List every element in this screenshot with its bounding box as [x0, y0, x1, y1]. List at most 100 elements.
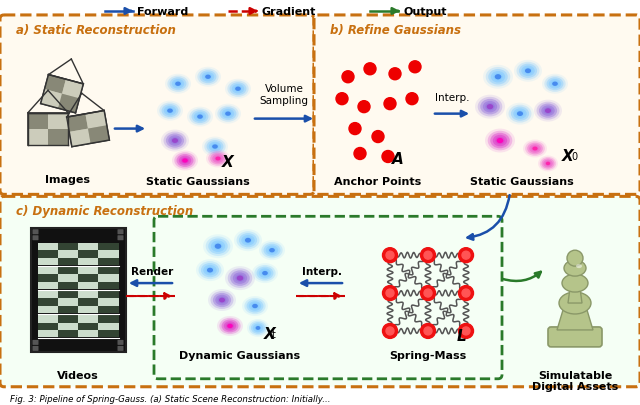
Ellipse shape: [202, 73, 214, 82]
Ellipse shape: [540, 158, 556, 171]
FancyBboxPatch shape: [38, 258, 58, 265]
Ellipse shape: [220, 108, 236, 121]
Ellipse shape: [529, 145, 541, 153]
Ellipse shape: [545, 162, 551, 166]
Ellipse shape: [205, 75, 211, 80]
Polygon shape: [88, 126, 109, 144]
FancyBboxPatch shape: [38, 250, 58, 258]
Ellipse shape: [236, 275, 245, 282]
Circle shape: [382, 151, 394, 163]
Ellipse shape: [538, 156, 558, 172]
Ellipse shape: [237, 276, 243, 281]
FancyBboxPatch shape: [38, 243, 58, 250]
Ellipse shape: [486, 68, 510, 87]
FancyBboxPatch shape: [31, 228, 125, 352]
Ellipse shape: [198, 262, 221, 279]
Circle shape: [424, 252, 432, 260]
Ellipse shape: [495, 75, 501, 80]
FancyBboxPatch shape: [38, 315, 118, 338]
Text: Static Gaussians: Static Gaussians: [470, 177, 574, 187]
Ellipse shape: [210, 153, 226, 165]
Circle shape: [420, 286, 435, 301]
Text: X: X: [562, 149, 574, 164]
FancyBboxPatch shape: [118, 236, 124, 241]
Text: c) Dynamic Reconstruction: c) Dynamic Reconstruction: [16, 205, 193, 218]
Ellipse shape: [191, 111, 209, 124]
Ellipse shape: [177, 155, 193, 168]
Ellipse shape: [259, 241, 285, 260]
Ellipse shape: [228, 269, 252, 288]
Ellipse shape: [161, 130, 189, 152]
Ellipse shape: [214, 244, 221, 249]
Ellipse shape: [205, 237, 230, 256]
Ellipse shape: [230, 83, 246, 96]
Text: Fig. 3: Pipeline of Spring-Gauss. (a) Static Scene Reconstruction: Initially...: Fig. 3: Pipeline of Spring-Gauss. (a) St…: [10, 394, 330, 403]
Ellipse shape: [546, 162, 550, 166]
FancyBboxPatch shape: [38, 323, 58, 330]
Ellipse shape: [206, 150, 230, 168]
Ellipse shape: [196, 260, 224, 281]
Ellipse shape: [249, 321, 267, 335]
Ellipse shape: [179, 156, 191, 166]
Text: Videos: Videos: [57, 370, 99, 380]
FancyBboxPatch shape: [33, 230, 38, 234]
FancyBboxPatch shape: [58, 330, 78, 338]
Circle shape: [567, 251, 583, 266]
Polygon shape: [28, 113, 68, 145]
Ellipse shape: [165, 75, 191, 94]
Ellipse shape: [167, 109, 173, 113]
FancyBboxPatch shape: [78, 267, 99, 275]
Ellipse shape: [527, 143, 543, 155]
FancyBboxPatch shape: [58, 250, 78, 258]
Ellipse shape: [219, 298, 225, 303]
Ellipse shape: [222, 110, 234, 119]
Ellipse shape: [490, 133, 509, 149]
Ellipse shape: [255, 325, 262, 331]
FancyBboxPatch shape: [99, 275, 118, 282]
Ellipse shape: [562, 275, 588, 292]
FancyBboxPatch shape: [58, 323, 78, 330]
Ellipse shape: [519, 64, 537, 79]
FancyBboxPatch shape: [38, 275, 58, 282]
Ellipse shape: [225, 112, 231, 117]
Ellipse shape: [189, 109, 211, 126]
Circle shape: [389, 68, 401, 81]
Text: a) Static Reconstruction: a) Static Reconstruction: [16, 24, 176, 37]
Ellipse shape: [211, 241, 225, 252]
Ellipse shape: [516, 63, 540, 81]
Ellipse shape: [218, 297, 227, 304]
Ellipse shape: [200, 71, 216, 84]
Ellipse shape: [202, 137, 228, 157]
FancyBboxPatch shape: [33, 340, 38, 345]
Ellipse shape: [174, 81, 182, 88]
FancyBboxPatch shape: [33, 346, 38, 351]
Circle shape: [384, 98, 396, 111]
FancyBboxPatch shape: [78, 250, 99, 258]
Circle shape: [462, 327, 470, 335]
Polygon shape: [45, 75, 66, 94]
FancyBboxPatch shape: [58, 291, 78, 299]
FancyBboxPatch shape: [38, 243, 118, 265]
Circle shape: [420, 248, 435, 263]
FancyBboxPatch shape: [548, 327, 602, 347]
FancyBboxPatch shape: [78, 299, 99, 306]
Ellipse shape: [242, 296, 268, 316]
Ellipse shape: [241, 235, 255, 246]
Circle shape: [383, 286, 397, 301]
Text: b) Refine Gaussians: b) Refine Gaussians: [330, 24, 461, 37]
Ellipse shape: [486, 105, 493, 110]
Ellipse shape: [213, 243, 223, 250]
Ellipse shape: [217, 316, 243, 336]
FancyBboxPatch shape: [99, 299, 118, 306]
Ellipse shape: [545, 77, 566, 93]
FancyBboxPatch shape: [78, 323, 99, 330]
Polygon shape: [85, 111, 107, 129]
FancyBboxPatch shape: [99, 315, 118, 323]
FancyBboxPatch shape: [38, 291, 58, 299]
Circle shape: [336, 94, 348, 105]
Circle shape: [386, 327, 394, 335]
Ellipse shape: [509, 105, 531, 123]
Ellipse shape: [517, 112, 523, 117]
FancyBboxPatch shape: [99, 250, 118, 258]
Ellipse shape: [166, 108, 174, 115]
